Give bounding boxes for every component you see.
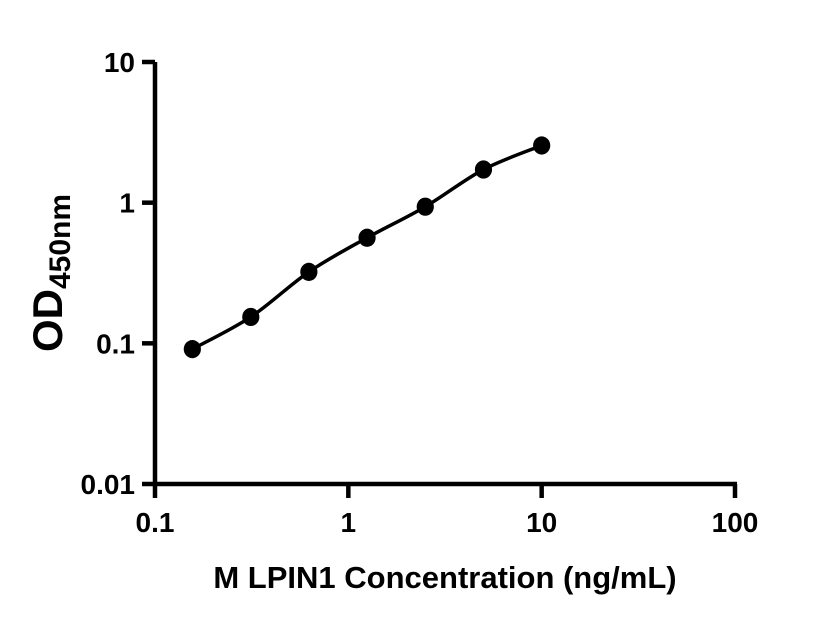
axes-spines: [152, 62, 737, 487]
data-point-marker: [416, 197, 434, 216]
data-point-marker: [300, 262, 318, 281]
y-axis-title: OD450nm: [24, 194, 77, 352]
x-axis-tick-label: 0.1: [136, 507, 175, 538]
y-axis-title-main: OD: [24, 289, 71, 352]
data-point-marker: [474, 160, 493, 179]
x-axis-tick-label: 10: [526, 507, 557, 538]
y-axis-tick-label: 0.1: [96, 328, 135, 359]
y-axis-title-subscript: 450nm: [44, 194, 77, 289]
y-axis-tick-label: 10: [104, 47, 135, 78]
y-axis-tick-label: 1: [119, 188, 135, 219]
y-axis-tick-label: 0.01: [81, 469, 136, 500]
data-point-marker: [358, 228, 376, 247]
data-point-marker: [533, 136, 551, 155]
x-axis-title: M LPIN1 Concentration (ng/mL): [213, 560, 676, 595]
x-axis-tick-label: 1: [341, 507, 357, 538]
data-point-marker: [183, 339, 201, 359]
x-axis-tick-label: 100: [712, 507, 759, 538]
data-point-marker: [242, 307, 260, 327]
